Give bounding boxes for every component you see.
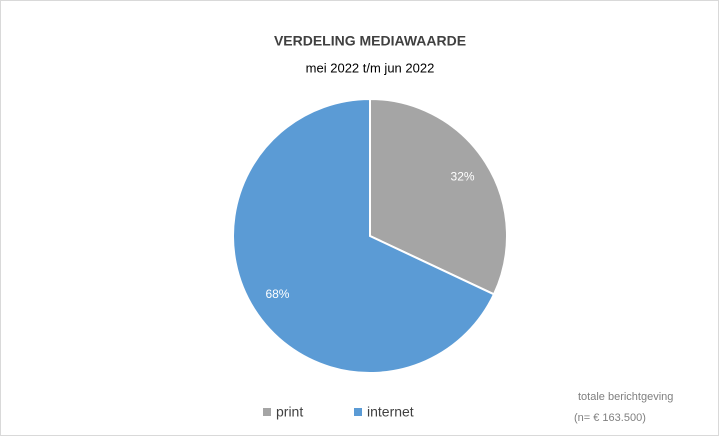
annotation: totale berichtgeving [578, 391, 673, 403]
pie-slice [232, 97, 496, 374]
chart-title: VERDELING MEDIAWAARDE [274, 33, 466, 49]
pie-slice [369, 97, 508, 296]
legend-label: print [276, 404, 303, 420]
legend-swatch [354, 408, 362, 416]
data-label: 68% [265, 287, 289, 301]
legend-label: internet [367, 404, 414, 420]
data-label: 32% [451, 169, 475, 183]
chart-subtitle: mei 2022 t/m jun 2022 [306, 60, 435, 75]
annotation: (n= € 163.500) [574, 412, 646, 424]
legend-swatch [263, 408, 271, 416]
